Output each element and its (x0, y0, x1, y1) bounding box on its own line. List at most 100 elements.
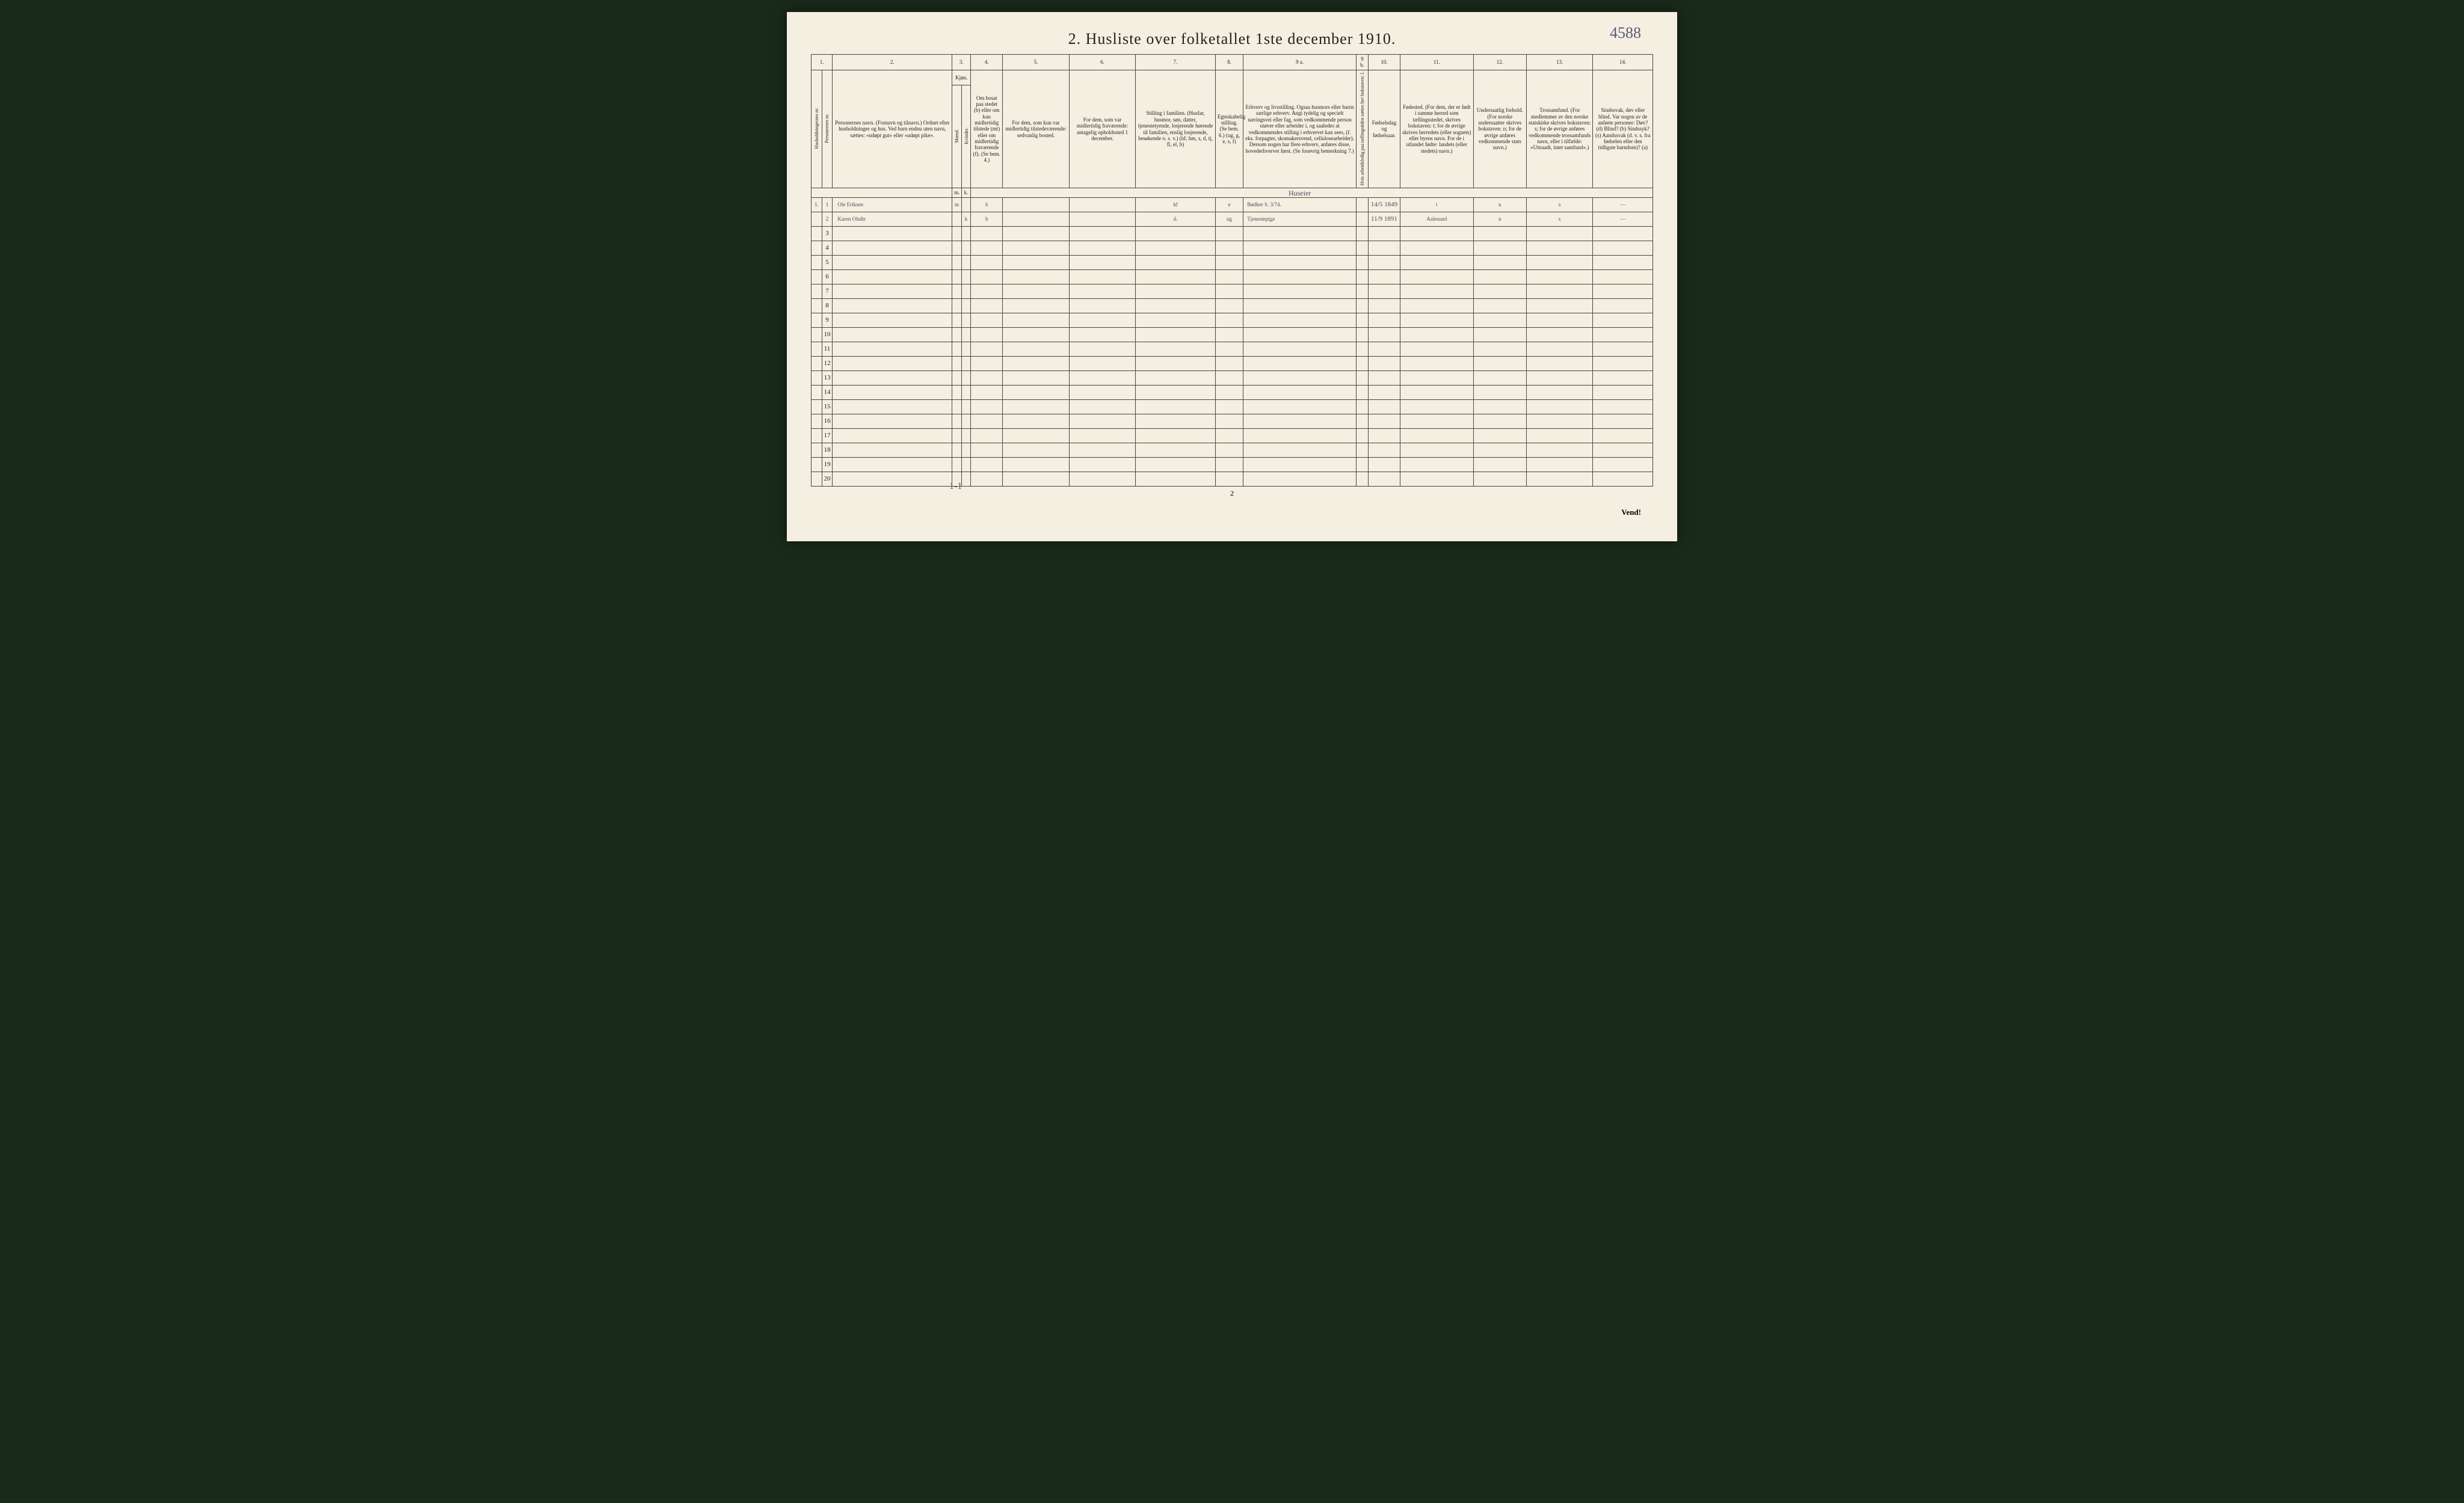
cell (812, 472, 822, 486)
cell: Tjenestepige (1243, 212, 1357, 226)
cell (961, 226, 970, 241)
cell (1357, 428, 1369, 443)
cell (1069, 212, 1136, 226)
cell (1243, 356, 1357, 370)
colnum-4: 4. (971, 55, 1003, 70)
footer-page-number: 2 (1230, 489, 1234, 498)
cell (1003, 241, 1070, 255)
cell (1069, 370, 1136, 385)
hdr-kvinder: Kvinder. (961, 85, 970, 188)
cell (1069, 472, 1136, 486)
table-row-empty: 17 (812, 428, 1653, 443)
cell (1215, 428, 1243, 443)
cell (971, 385, 1003, 399)
cell (1473, 414, 1526, 428)
cell (1069, 457, 1136, 472)
cell (1243, 327, 1357, 342)
page-annotation: 4588 (1610, 24, 1641, 42)
cell: 3 (822, 226, 833, 241)
cell (961, 472, 970, 486)
cell (1003, 399, 1070, 414)
cell (833, 269, 952, 284)
cell (812, 327, 822, 342)
cell: 5 (822, 255, 833, 269)
cell (1357, 284, 1369, 298)
cell (952, 298, 961, 313)
cell (1368, 472, 1400, 486)
cell: 16 (822, 414, 833, 428)
cell (971, 313, 1003, 327)
cell (1473, 255, 1526, 269)
cell (812, 226, 822, 241)
cell (1003, 284, 1070, 298)
cell (1243, 255, 1357, 269)
cell (1003, 457, 1070, 472)
cell (952, 457, 961, 472)
cell (1357, 457, 1369, 472)
cell (1243, 298, 1357, 313)
cell (1593, 414, 1653, 428)
cell (1215, 327, 1243, 342)
hdr-bosat: Om bosat paa stedet (b) eller om kun mid… (971, 70, 1003, 188)
hdr-sindssvak: Sindssvak, døv eller blind. Var nogen av… (1593, 70, 1653, 188)
cell (952, 428, 961, 443)
cell (961, 356, 970, 370)
cell (1400, 241, 1474, 255)
cell (952, 255, 961, 269)
hdr-trossamfund: Trossamfund. (For medlemmer av den norsk… (1526, 70, 1593, 188)
cell (1136, 472, 1216, 486)
census-table: 1. 2. 3. 4. 5. 6. 7. 8. 9 a. 9 b. 10. 11… (811, 54, 1653, 487)
cell (1357, 197, 1369, 212)
cell (1368, 428, 1400, 443)
cell (1473, 370, 1526, 385)
table-row: 1.1Ole EriksenmbhfeHuseierBødker S. 3/74… (812, 197, 1653, 212)
cell (1069, 399, 1136, 414)
cell (1593, 226, 1653, 241)
tally-mark: 1-1 (949, 481, 962, 492)
cell (971, 370, 1003, 385)
cell (1003, 342, 1070, 356)
cell (1357, 342, 1369, 356)
cell (1473, 385, 1526, 399)
cell (1357, 212, 1369, 226)
table-row-empty: 3 (812, 226, 1653, 241)
cell (1400, 356, 1474, 370)
cell (1136, 457, 1216, 472)
cell (1473, 269, 1526, 284)
colnum-5: 5. (1003, 55, 1070, 70)
cell (961, 342, 970, 356)
cell: 14 (822, 385, 833, 399)
cell: Aalesund (1400, 212, 1474, 226)
cell (1003, 298, 1070, 313)
cell (1215, 313, 1243, 327)
cell (812, 298, 822, 313)
cell (833, 298, 952, 313)
cell (1473, 356, 1526, 370)
cell (1473, 327, 1526, 342)
cell (1003, 269, 1070, 284)
cell (961, 428, 970, 443)
cell (952, 327, 961, 342)
cell: 14/5 1849 (1368, 197, 1400, 212)
cell (1003, 428, 1070, 443)
column-header-row: Husholdningernes nr. Personernes nr. Per… (812, 70, 1653, 85)
table-row-empty: 20 (812, 472, 1653, 486)
cell (833, 457, 952, 472)
cell (1136, 327, 1216, 342)
cell (1368, 313, 1400, 327)
cell: 17 (822, 428, 833, 443)
cell (971, 443, 1003, 457)
cell (1368, 399, 1400, 414)
cell (833, 255, 952, 269)
cell (1593, 356, 1653, 370)
cell (1400, 370, 1474, 385)
cell (812, 457, 822, 472)
column-mk-row: m. k. (812, 188, 1653, 197)
cell (1526, 428, 1593, 443)
table-row-empty: 7 (812, 284, 1653, 298)
cell (1003, 370, 1070, 385)
cell (952, 399, 961, 414)
cell (1069, 414, 1136, 428)
table-row-empty: 13 (812, 370, 1653, 385)
cell (1215, 385, 1243, 399)
